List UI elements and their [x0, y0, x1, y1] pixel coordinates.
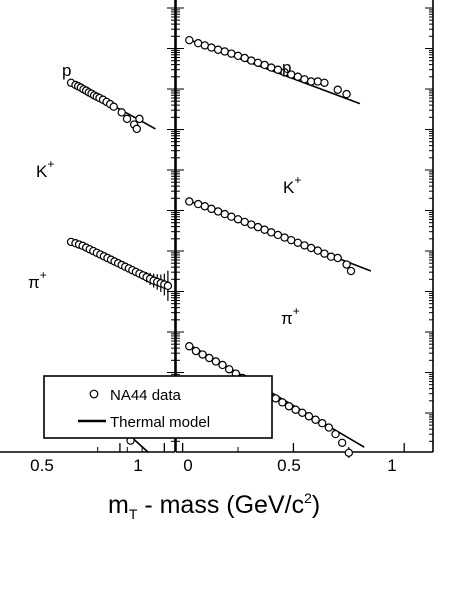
x-tick-label: 0	[183, 456, 192, 475]
x-axis-label-post: - mass (GeV/c	[137, 491, 304, 519]
x-tick-label: 0.5	[277, 456, 301, 475]
particle-label-sup: +	[294, 173, 301, 187]
x-axis-label-sub: T	[129, 506, 138, 522]
data-point	[313, 77, 322, 86]
particle-label-sup: +	[40, 268, 47, 282]
data-point	[211, 357, 221, 366]
data-point	[311, 415, 320, 424]
particle-label: K+	[36, 157, 54, 181]
particle-label-base: K	[36, 162, 48, 181]
particle-label-base: π	[28, 273, 40, 292]
x-tick-label: 0.5	[30, 456, 54, 475]
data-point	[333, 85, 342, 94]
data-point	[337, 438, 347, 447]
legend-data-label: NA44 data	[110, 387, 182, 404]
particle-label-base: K	[283, 178, 295, 197]
data-point	[298, 408, 307, 417]
data-point	[318, 419, 327, 428]
particle-label: p	[282, 58, 291, 77]
data-point	[224, 365, 234, 374]
x-axis-label-end: )	[312, 491, 320, 519]
legend-model-label: Thermal model	[110, 414, 210, 431]
data-point	[291, 405, 300, 414]
x-tick-label: 1	[387, 456, 396, 475]
data-point	[320, 249, 329, 258]
data-point	[117, 108, 126, 117]
data-point	[304, 412, 314, 421]
particle-label: K+	[283, 173, 301, 197]
particle-label-base: p	[62, 61, 71, 80]
legend-data-marker	[89, 389, 99, 399]
data-point	[326, 252, 336, 261]
data-point	[271, 394, 280, 403]
data-point	[344, 448, 354, 457]
data-point	[278, 398, 287, 407]
data-point	[122, 114, 132, 124]
legend-box	[43, 375, 273, 439]
data-point	[346, 266, 356, 276]
data-point	[333, 253, 342, 263]
data-point	[205, 353, 214, 363]
data-point	[342, 260, 351, 269]
data-point	[313, 246, 322, 255]
data-point	[132, 124, 142, 134]
data-point	[185, 342, 194, 351]
particle-label: π+	[28, 268, 47, 292]
data-point	[218, 360, 227, 370]
data-point	[185, 197, 194, 206]
data-point	[324, 423, 334, 432]
data-point	[342, 89, 351, 99]
data-point	[135, 114, 144, 124]
data-point	[185, 35, 194, 45]
data-point	[320, 78, 329, 87]
particle-label: p	[62, 61, 71, 80]
x-axis-tick-labels: 0.5 1 0 0.5 1	[30, 456, 397, 475]
particle-label-base: p	[282, 58, 291, 77]
data-point	[284, 402, 294, 411]
data-point	[331, 429, 340, 439]
x-tick-label: 1	[133, 456, 142, 475]
particle-label-base: π	[281, 309, 293, 328]
x-axis-label-pre: m	[108, 491, 129, 519]
data-point	[191, 346, 201, 356]
data-point	[163, 281, 173, 291]
data-point	[109, 102, 118, 111]
data-point	[198, 350, 207, 359]
legend: NA44 data Thermal model	[43, 375, 273, 439]
particle-label-sup: +	[47, 157, 54, 171]
particle-label: π+	[281, 304, 300, 328]
x-axis-label: mT - mass (GeV/c2)	[108, 490, 320, 522]
x-axis-label-sup: 2	[304, 490, 312, 506]
particle-label-sup: +	[293, 304, 300, 318]
